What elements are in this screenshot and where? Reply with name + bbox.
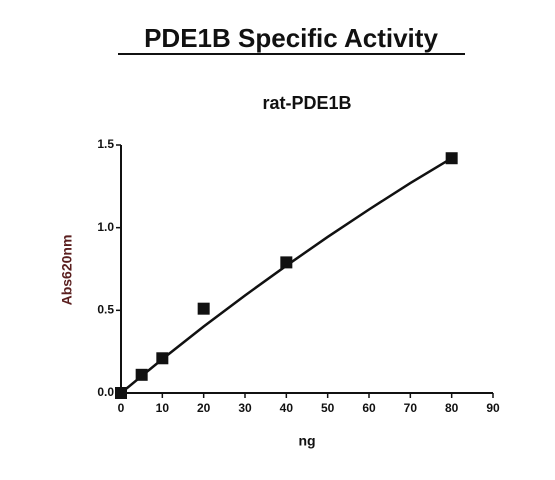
chart-subtitle: rat-PDE1B [262,93,351,113]
fit-curve [120,157,453,394]
x-tick-label: 50 [321,401,335,415]
x-tick-label: 30 [238,401,252,415]
data-point [197,302,210,315]
y-tick-label: 0.5 [97,303,114,317]
x-tick-label: 70 [404,401,418,415]
x-tick-label: 90 [486,401,500,415]
x-tick-label: 0 [118,401,125,415]
x-tick-label: 20 [197,401,211,415]
x-tick-label: 40 [280,401,294,415]
chart-title: PDE1B Specific Activity [144,23,438,53]
x-tick-label: 60 [362,401,376,415]
x-tick-label: 80 [445,401,459,415]
y-tick-label: 1.0 [97,220,114,234]
data-point [280,256,293,269]
y-tick-label: 1.5 [97,137,114,151]
y-axis-label: Abs620nm [59,235,75,306]
x-tick-label: 10 [156,401,170,415]
y-tick-label: 0.0 [97,385,114,399]
x-axis-label: ng [298,433,315,449]
